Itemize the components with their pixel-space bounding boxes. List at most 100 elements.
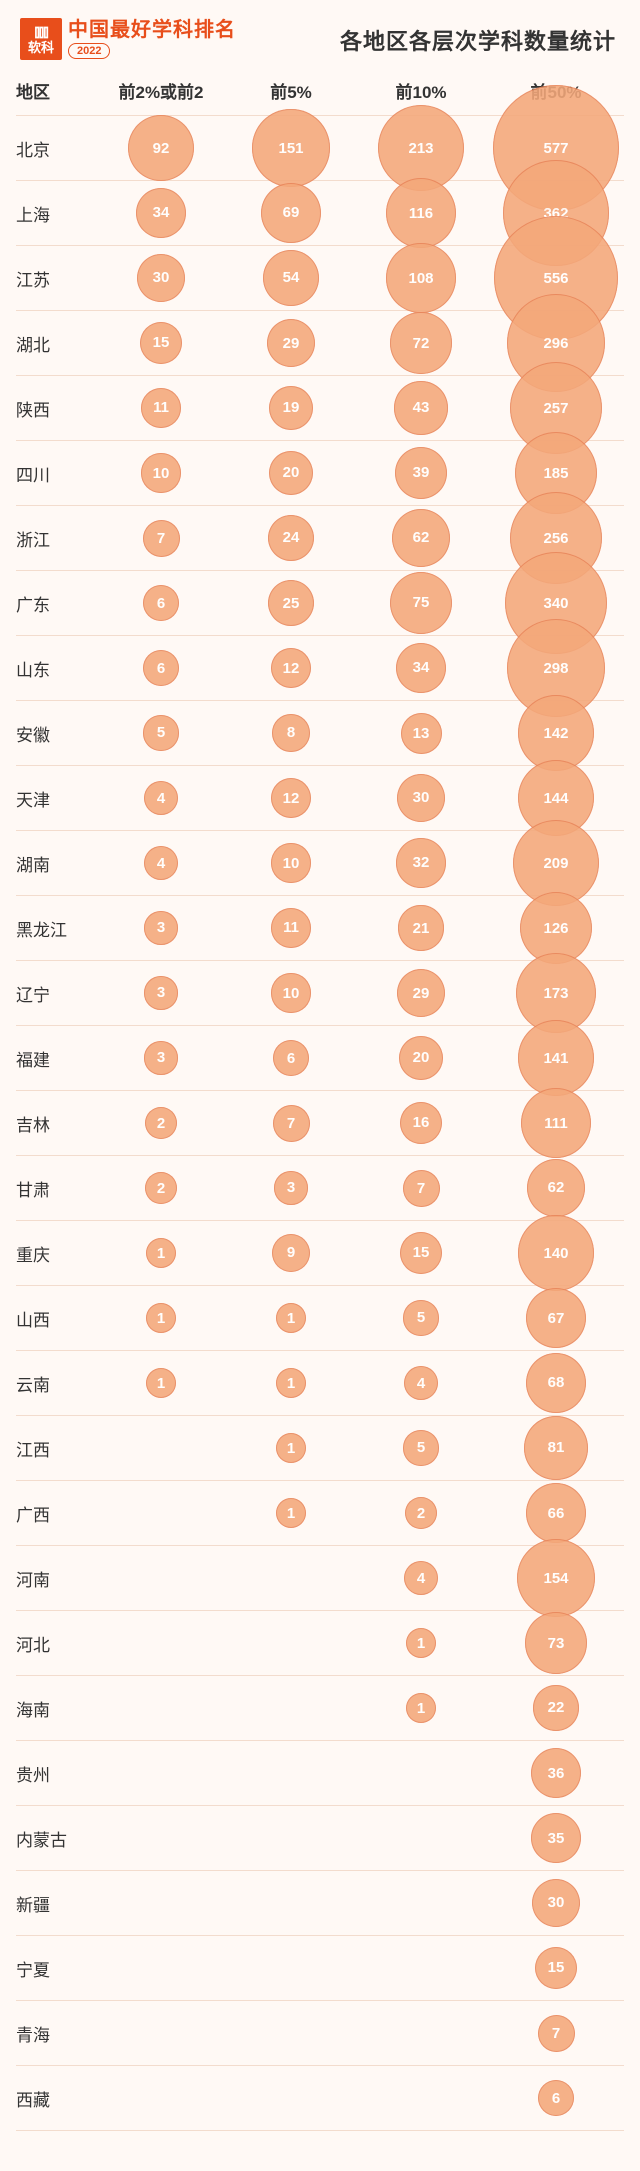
bubble: 66 [526,1483,586,1543]
bubble: 108 [386,243,455,312]
bubble-cell: 298 [486,636,626,700]
bubble-cell: 67 [486,1286,626,1350]
bubble-cell: 1 [356,1611,486,1675]
bubble-cell [226,1676,356,1740]
bubble-cell: 7 [356,1156,486,1220]
bubble-cell: 39 [356,441,486,505]
region-label: 山西 [16,1306,96,1331]
bubble-cell [226,1741,356,1805]
bubble: 7 [538,2015,575,2052]
region-label: 天津 [16,786,96,811]
bubble: 140 [518,1215,593,1290]
bubble-cell: 108 [356,246,486,310]
brand: ⫾⫾⫾ 软科 中国最好学科排名 2022 [20,18,236,60]
bubble: 3 [144,1041,177,1074]
bubble-cell: 4 [356,1351,486,1415]
bubble-cell: 7 [226,1091,356,1155]
col-header-top10pct: 前10% [356,78,486,103]
bubble: 1 [146,1303,176,1333]
bubble: 13 [401,713,442,754]
region-label: 河北 [16,1631,96,1656]
bubble: 3 [144,911,177,944]
region-label: 甘肃 [16,1176,96,1201]
brand-year-pill: 2022 [68,43,110,59]
bubble: 111 [521,1088,591,1158]
bubble-cell: 4 [96,766,226,830]
table-row: 广西1266 [16,1481,624,1546]
bubble-cell [96,2066,226,2130]
bubble-cell: 19 [226,376,356,440]
bubble: 11 [271,908,311,948]
bubble: 62 [527,1159,586,1218]
region-label: 新疆 [16,1891,96,1916]
region-label: 海南 [16,1696,96,1721]
bubble-table: 地区 前2%或前2 前5% 前10% 前50% 北京92151213577上海3… [0,68,640,2161]
bubble-cell: 1 [226,1286,356,1350]
table-row: 吉林2716111 [16,1091,624,1156]
bubble-cell [356,2001,486,2065]
bubble: 4 [404,1366,438,1400]
bubble: 2 [145,1107,177,1139]
bubble-cell: 29 [356,961,486,1025]
bubble-cell [96,1416,226,1480]
bubble-cell: 34 [356,636,486,700]
bubble-cell: 1 [356,1676,486,1740]
bubble: 6 [538,2080,574,2116]
bubble-cell: 68 [486,1351,626,1415]
brand-logo: ⫾⫾⫾ 软科 [20,18,62,60]
bubble-cell: 1 [226,1416,356,1480]
bubble: 16 [400,1102,443,1145]
bubble-cell: 29 [226,311,356,375]
region-label: 广西 [16,1501,96,1526]
bubble-cell: 11 [96,376,226,440]
bubble-cell: 10 [96,441,226,505]
table-row: 重庆1915140 [16,1221,624,1286]
table-row: 甘肃23762 [16,1156,624,1221]
bubble-cell [226,1871,356,1935]
bubble-cell: 12 [226,636,356,700]
chart-title: 各地区各层次学科数量统计 [340,18,616,56]
table-row: 宁夏15 [16,1936,624,2001]
bubble-cell: 62 [356,506,486,570]
bubble: 5 [403,1430,438,1465]
bubble: 81 [524,1416,587,1479]
bubble-cell: 142 [486,701,626,765]
bubble-cell: 15 [486,1936,626,2000]
bubble-cell [96,2001,226,2065]
bubble-cell: 13 [356,701,486,765]
region-label: 北京 [16,136,96,161]
bubble-cell: 9 [226,1221,356,1285]
bubble-cell: 30 [356,766,486,830]
bubble: 32 [396,838,446,888]
bubble-cell [226,2001,356,2065]
bubble: 1 [276,1368,306,1398]
bubble-cell [96,1936,226,2000]
bubble-cell: 2 [96,1156,226,1220]
bubble-cell: 22 [486,1676,626,1740]
bubble-cell: 209 [486,831,626,895]
bubble-cell [96,1871,226,1935]
bubble: 12 [271,778,311,818]
table-row: 云南11468 [16,1351,624,1416]
bubble-cell: 4 [96,831,226,895]
bubble: 2 [145,1172,177,1204]
bubble-cell: 34 [96,181,226,245]
bubble-cell: 36 [486,1741,626,1805]
region-label: 内蒙古 [16,1826,96,1851]
bubble-cell: 1 [96,1351,226,1415]
bubble-cell: 20 [356,1026,486,1090]
bubble-cell: 6 [226,1026,356,1090]
region-label: 安徽 [16,721,96,746]
bubble: 29 [397,969,445,1017]
bubble-cell: 30 [486,1871,626,1935]
bubble-cell: 3 [96,1026,226,1090]
bubble: 34 [136,188,186,238]
bubble: 10 [271,973,310,1012]
region-label: 贵州 [16,1761,96,1786]
table-row: 西藏6 [16,2066,624,2131]
bubble: 15 [535,1947,577,1989]
table-row: 贵州 36 [16,1741,624,1806]
bubble: 7 [143,520,180,557]
table-row: 天津41230144 [16,766,624,831]
bubble-cell: 66 [486,1481,626,1545]
